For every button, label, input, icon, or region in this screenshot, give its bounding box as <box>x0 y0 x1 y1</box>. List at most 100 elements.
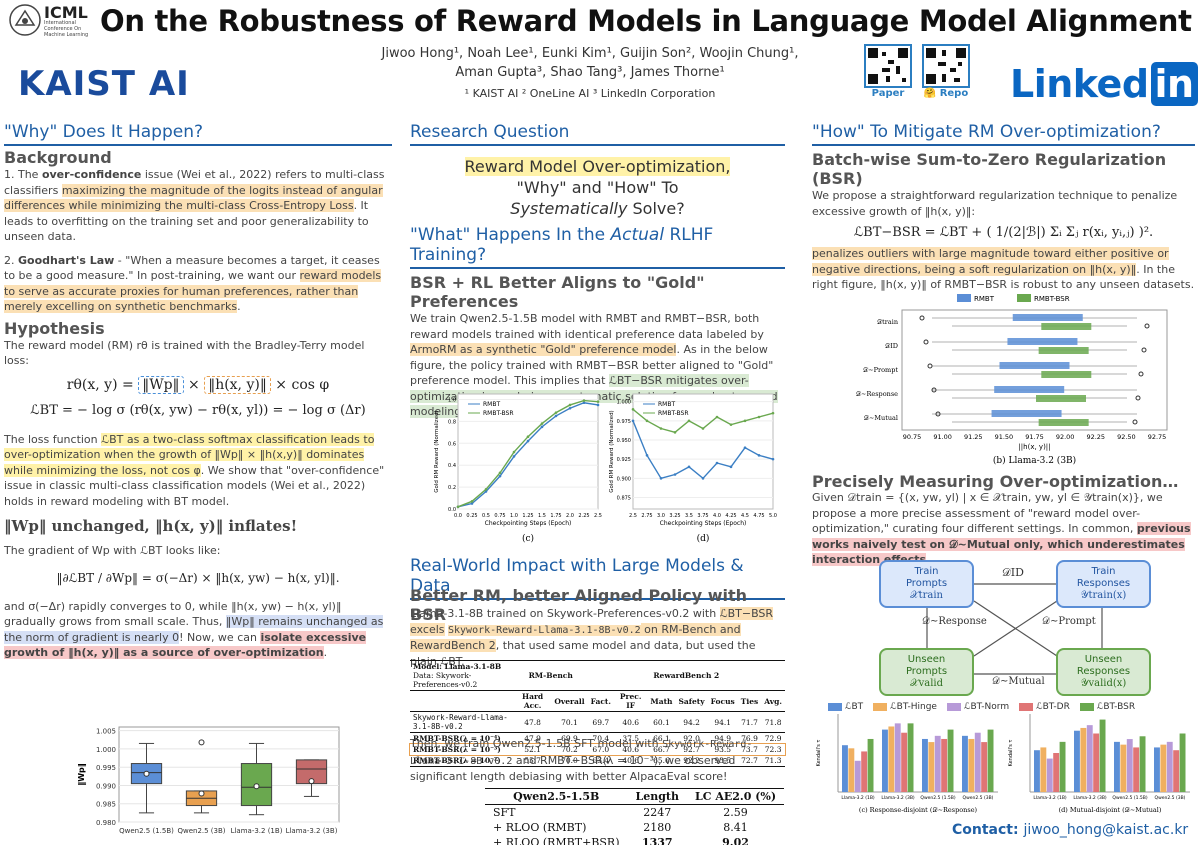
qr-repo[interactable]: 🤗 Repo <box>922 44 970 99</box>
line-point <box>645 419 649 423</box>
boxplot-ytick: 1.000 <box>96 746 116 754</box>
line-ytick: 1.0 <box>448 397 456 403</box>
norm-box-bsr <box>1036 395 1086 402</box>
boxplot-xtick: Qwen2.5 (3B) <box>177 827 225 835</box>
qr-paper-code-icon[interactable] <box>864 44 912 88</box>
line-xtick: 0.75 <box>494 513 505 519</box>
train-responses-box: Train Responses 𝒴train(x) <box>1056 560 1151 608</box>
line-xtick: 2.5 <box>629 513 637 519</box>
bar <box>1086 725 1093 792</box>
middle-column: Research Question Reward Model Over-opti… <box>409 122 786 845</box>
bar <box>1139 736 1146 792</box>
qr-repo-code-icon[interactable] <box>922 44 970 88</box>
left-column: "Why" Does It Happen? Background 1. The … <box>4 122 392 845</box>
convergence-paragraph: and σ(−Δr) rapidly converges to 0, while… <box>4 599 384 659</box>
linkedin-text: Linked <box>1010 62 1149 106</box>
bar-xtick: Llama-3.2 (1B) <box>1033 795 1067 801</box>
norm-row-label: 𝒟∼Prompt <box>863 366 898 374</box>
line-point <box>757 454 761 457</box>
bar-legend-swatch <box>1019 703 1034 711</box>
norm-caption: (b) Llama-3.2 (3B) <box>993 455 1076 465</box>
table1-col-header: Fact. <box>590 696 611 706</box>
bar-xtick: Llama-3.2 (3B) <box>1073 795 1107 801</box>
line-xlabel: Checkpointing Steps (Epoch) <box>660 520 747 527</box>
bar <box>928 742 935 792</box>
background-title: Background <box>4 148 112 167</box>
equation-reward: rθ(x, y) = ‖Wp‖ × ‖h(x, y)‖ × cos φ <box>66 375 330 394</box>
rm-bench-table: Model: Llama-3.1-8B Data: Skywork-Prefere… <box>409 660 786 767</box>
norm-row-label: 𝒟∼Response <box>856 390 898 398</box>
bar-legend-item: ℒBT-DR <box>1019 702 1070 712</box>
line-point <box>484 487 488 491</box>
table2-col-header: LC AE2.0 (%) <box>695 790 777 803</box>
line-ytick: 1.000 <box>617 400 631 406</box>
norm-outlier <box>919 315 925 321</box>
boxplot-ytick: 0.990 <box>96 782 116 790</box>
hypothesis-p1: The reward model (RM) rθ is trained with… <box>4 338 365 368</box>
line-chart-c: 0.0 0.2 0.4 0.6 0.8 1.0 0.0 0.25 0.5 0.75 1.0 1.25 1… <box>430 384 605 544</box>
unseen-prompts-box: Unseen Prompts 𝒳valid <box>879 648 974 696</box>
bar <box>888 726 895 792</box>
icml-logo: ICML International Conference On Machine… <box>8 3 96 38</box>
line-point <box>659 477 663 480</box>
authors-block: Jiwoo Hong¹, Noah Lee¹, Eunki Kim¹, Guij… <box>380 44 800 103</box>
line-point <box>554 411 558 414</box>
norm-outlier <box>1132 419 1138 425</box>
line-ylabel: Gold RM Reward (Normalized) <box>609 410 615 492</box>
boxplot-ytick: 0.995 <box>96 764 116 772</box>
line-frame <box>457 393 599 510</box>
norm-box-bt <box>999 362 1070 369</box>
qr-repo-label: 🤗 Repo <box>923 88 969 99</box>
norm-row-label: 𝒟ID <box>885 342 898 350</box>
boxplot-mean <box>308 778 315 785</box>
norm-xtick: 92.50 <box>1117 433 1136 441</box>
then-paragraph: Then, we train Qwen2.5-1.5B SFT model wi… <box>410 737 753 783</box>
line-xtick: 0.0 <box>454 513 462 519</box>
norm-box-bt <box>994 386 1065 393</box>
bsr-paragraph: We propose a straightforward regularizat… <box>812 189 1178 218</box>
alpaca-table: Qwen2.5-1.5B Length LC AE2.0 (%) SFT 2247 2.… <box>485 788 785 845</box>
norm-box-bt <box>1007 338 1078 345</box>
line-point <box>512 455 516 458</box>
bar <box>1126 739 1133 792</box>
linkedin-logo: Linked in <box>1010 62 1198 106</box>
line-ylabel: Gold RM Reward (Normalized) <box>434 410 440 492</box>
bar-legend: ℒBT ℒBT-Hinge ℒBT-Norm ℒBT-DR ℒBT-BSR <box>828 696 1195 715</box>
line-point <box>771 411 775 415</box>
why-section-title: "Why" Does It Happen? <box>4 122 392 146</box>
linkedin-in-badge: in <box>1150 62 1198 106</box>
boxplot-xtick: Llama-3.2 (3B) <box>286 827 338 835</box>
line-xtick: 3.25 <box>669 513 680 519</box>
line-xtick: 1.5 <box>538 513 546 519</box>
line-point <box>484 490 488 493</box>
norm-box-bt <box>1012 314 1083 321</box>
qr-paper[interactable]: Paper <box>864 44 912 99</box>
bar <box>894 723 901 792</box>
line-xtick: 2.0 <box>566 513 574 519</box>
bar <box>848 748 855 792</box>
bar <box>1074 730 1080 792</box>
bar <box>947 729 954 792</box>
norm-outlier <box>935 411 941 417</box>
legend-bsr: RMBT-BSR <box>658 410 689 417</box>
norm-box-bsr <box>1041 323 1092 330</box>
line-xtick: 4.75 <box>753 513 764 519</box>
contact-email[interactable]: jiwoo_hong@kaist.ac.kr <box>1023 822 1189 838</box>
measuring-paragraph: Given 𝒟train = {(x, yw, yl) | x ∈ 𝒳train… <box>812 491 1191 566</box>
better-rm-title: Better RM, better Aligned Policy with BS… <box>410 586 748 624</box>
line-point <box>757 415 761 419</box>
train-prompts-box: Train Prompts 𝒳train <box>879 560 974 608</box>
equation-gradient: ‖∂ℒBT / ∂Wp‖ = σ(−Δr) × ‖h(x, yw) − h(x,… <box>56 570 340 585</box>
line-xtick: 2.25 <box>578 513 589 519</box>
norm-outlier <box>931 387 937 393</box>
bar <box>882 729 888 792</box>
poster-title: On the Robustness of Reward Models in La… <box>100 4 1192 38</box>
bar-legend-swatch <box>1079 703 1094 711</box>
table2-row: SFT 2247 2.59 <box>493 806 748 819</box>
response-label: 𝒟∼Response <box>922 616 987 627</box>
mutual-label: 𝒟∼Mutual <box>992 676 1045 687</box>
norm-xtick: 90.75 <box>903 433 922 441</box>
line-xtick: 1.75 <box>550 513 561 519</box>
bar-xtick: Qwen2.5 (3B) <box>963 795 994 801</box>
line-point <box>512 450 516 454</box>
